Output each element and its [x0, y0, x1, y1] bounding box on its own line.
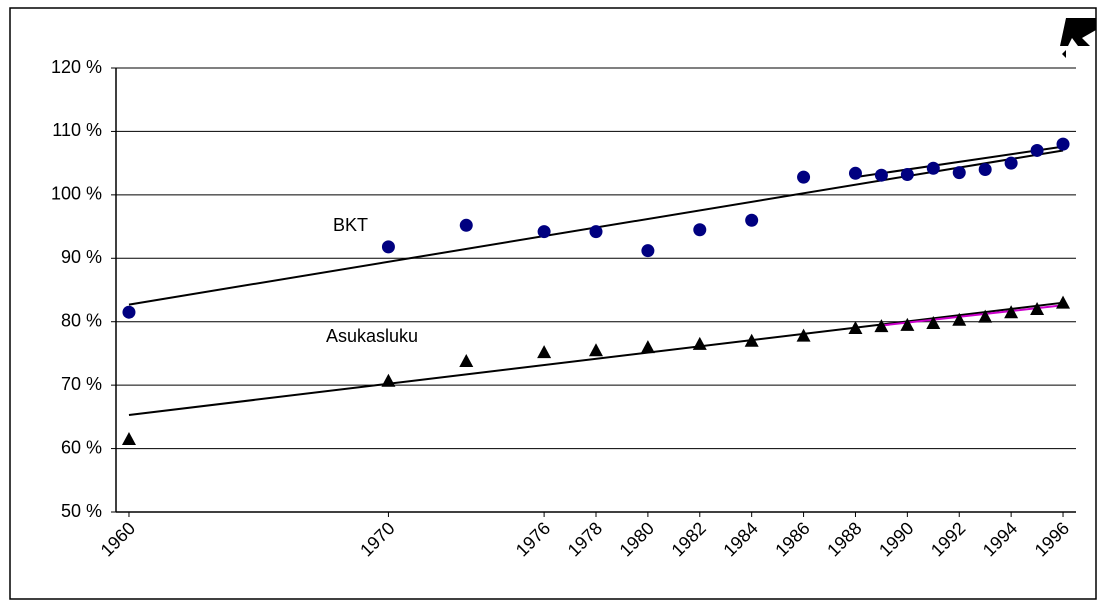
data-point — [537, 345, 552, 359]
annotation: Asukasluku — [326, 326, 418, 346]
annotation: BKT — [333, 215, 368, 235]
data-point — [381, 373, 396, 387]
data-point — [796, 328, 811, 342]
data-point — [122, 305, 136, 319]
y-tick-label: 50 % — [61, 501, 102, 521]
data-point — [1030, 302, 1045, 316]
data-point — [459, 354, 474, 368]
data-point — [874, 319, 889, 333]
data-point — [121, 432, 136, 446]
data-point — [1004, 156, 1018, 170]
data-point — [641, 244, 655, 258]
data-point — [381, 240, 395, 254]
data-point — [848, 321, 863, 335]
trendline — [855, 145, 1064, 179]
y-tick-label: 110 % — [52, 120, 102, 140]
data-point — [1056, 295, 1071, 309]
data-point — [952, 166, 966, 180]
frame — [9, 7, 1097, 600]
logo — [1060, 18, 1096, 58]
data-point — [744, 333, 759, 347]
data-point — [1056, 137, 1070, 151]
data-point — [1004, 305, 1019, 319]
y-tick-label: 70 % — [61, 374, 102, 394]
data-point — [874, 168, 888, 182]
data-point — [848, 166, 862, 180]
data-point — [692, 336, 707, 350]
data-point — [640, 340, 655, 354]
y-tick-label: 90 % — [61, 247, 102, 267]
data-point — [900, 168, 914, 182]
data-point — [589, 343, 603, 357]
data-point — [978, 309, 993, 323]
data-point — [589, 225, 603, 239]
data-point — [952, 312, 967, 326]
data-point — [926, 161, 940, 175]
data-point — [797, 170, 811, 184]
y-tick-label: 100 % — [51, 184, 102, 204]
data-point — [459, 218, 473, 232]
data-point — [537, 225, 551, 239]
y-tick-label: 60 % — [61, 437, 102, 457]
trendline — [881, 304, 1064, 327]
data-point — [978, 162, 992, 176]
data-point — [693, 223, 707, 237]
y-tick-label: 120 % — [51, 57, 102, 77]
data-point — [926, 315, 941, 329]
data-point — [900, 317, 915, 331]
data-point — [1030, 143, 1044, 157]
y-tick-label: 80 % — [61, 310, 102, 330]
data-point — [745, 213, 759, 227]
